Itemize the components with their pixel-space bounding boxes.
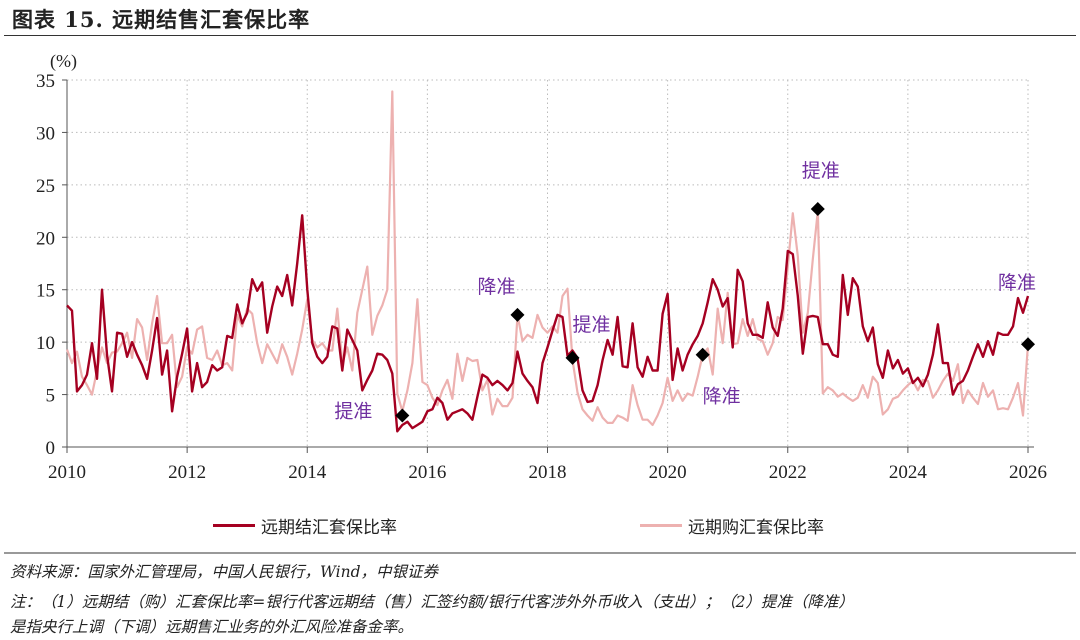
y-tick-label: 15 <box>36 281 55 302</box>
diamond-marker <box>695 347 710 362</box>
y-tick-label: 0 <box>46 438 56 459</box>
diamond-marker <box>565 350 580 365</box>
y-tick-label: 25 <box>36 176 55 197</box>
x-tick-label: 2010 <box>48 462 86 483</box>
series-line-sell <box>66 214 1030 433</box>
x-tick-label: 2020 <box>649 462 687 483</box>
x-tick-label: 2014 <box>288 462 327 483</box>
y-axis-unit: (%) <box>50 51 77 72</box>
annotation-label: 降准 <box>703 386 741 408</box>
source-note: 资料来源：国家外汇管理局，中国人民银行，Wind，中银证券 <box>10 563 439 581</box>
legend-item-sell: 远期结汇套保比率 <box>213 513 397 538</box>
line-chart: 0 5 10 15 20 25 30 35(%) 2010 2012 2014 2016 2018 202… <box>36 51 1047 483</box>
y-tick-label: 10 <box>36 333 55 354</box>
legend-label-buy: 远期购汇套保比率 <box>688 518 824 538</box>
x-tick-label: 2022 <box>769 462 807 483</box>
x-tick-label: 2026 <box>1009 462 1047 483</box>
series-line-buy <box>65 90 1030 427</box>
annotation-label: 降准 <box>477 276 515 298</box>
footnote-line-1: 注：（1）远期结（购）汇套保比率=银行代客远期结（售）汇签约额/银行代客涉外外币… <box>10 593 854 611</box>
x-tick-label: 2016 <box>408 462 446 483</box>
annotation-label: 降准 <box>998 272 1036 294</box>
chart-title: 图表 15. 远期结售汇套保比率 <box>12 7 311 32</box>
y-tick-label: 35 <box>36 71 55 92</box>
x-tick-label: 2024 <box>889 462 928 483</box>
diamond-marker <box>510 307 525 322</box>
diamond-marker <box>395 408 410 423</box>
y-tick-label: 30 <box>36 123 55 144</box>
x-tick-label: 2012 <box>168 462 206 483</box>
annotation-label: 提准 <box>573 314 611 336</box>
title-divider <box>4 35 1076 36</box>
legend-label-sell: 远期结汇套保比率 <box>261 518 397 538</box>
diamond-marker <box>810 201 825 216</box>
y-tick-label: 20 <box>36 228 55 249</box>
footer-divider <box>4 552 1076 554</box>
y-tick-label: 5 <box>46 386 56 407</box>
legend-swatch-buy <box>640 524 682 527</box>
annotation-label: 提准 <box>334 401 372 423</box>
diamond-marker <box>1021 337 1035 352</box>
annotation-label: 提准 <box>802 160 840 182</box>
x-tick-label: 2018 <box>529 462 567 483</box>
footnote-line-2: 是指央行上调（下调）远期售汇业务的外汇风险准备金率。 <box>10 618 414 636</box>
legend-swatch-sell <box>213 524 255 527</box>
legend-item-buy: 远期购汇套保比率 <box>640 513 824 538</box>
